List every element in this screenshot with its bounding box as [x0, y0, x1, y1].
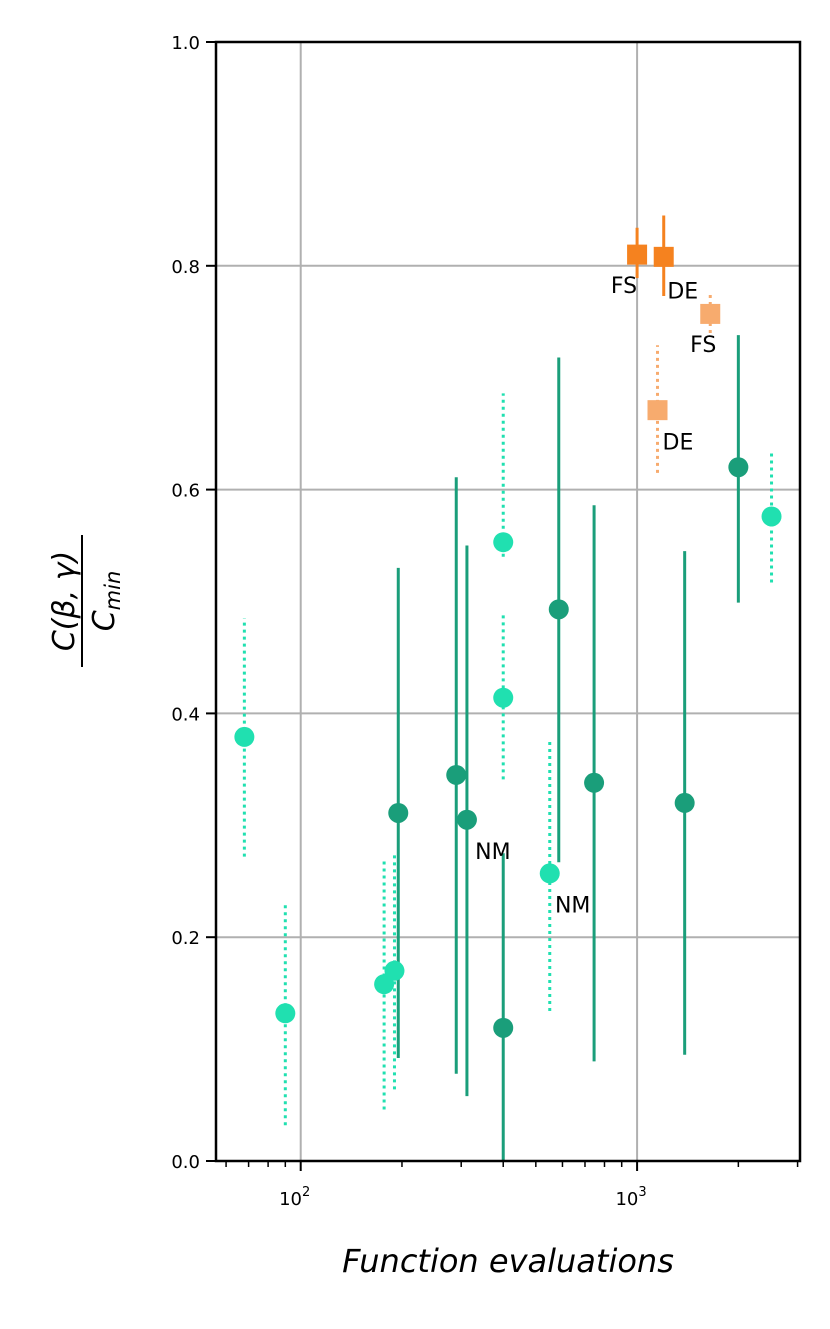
x-tick-label: 102: [279, 1185, 310, 1210]
annotation-label: DE: [667, 279, 698, 304]
data-point: [493, 532, 514, 553]
annotation-label: DE: [663, 430, 694, 455]
data-point: [761, 506, 782, 527]
x-tick-label-exponent: 3: [638, 1185, 646, 1200]
data-point: [275, 1003, 296, 1024]
y-tick-label: 0.4: [171, 704, 200, 725]
x-tick-label: 103: [615, 1185, 646, 1210]
x-tick-label-base: 10: [615, 1189, 638, 1210]
data-point: [647, 400, 668, 421]
annotation-label: FS: [690, 333, 716, 358]
data-point: [674, 792, 695, 813]
annotation-label: FS: [611, 274, 637, 299]
data-point: [548, 599, 569, 620]
annotation-label: NM: [555, 894, 590, 919]
annotation-layer: FS DE FS DE NM NM: [475, 274, 716, 919]
data-point: [446, 764, 467, 785]
data-point: [539, 863, 560, 884]
plot-frame: [214, 40, 802, 1163]
y-axis-label-denominator-sub: min: [101, 571, 125, 611]
data-point: [584, 772, 605, 793]
grid-layer: [216, 42, 800, 1161]
x-axis-label: Function evaluations: [342, 1242, 674, 1280]
data-point: [728, 457, 749, 478]
y-axis-label: C(β, γ) Cmin: [47, 535, 125, 667]
data-layer: [234, 215, 782, 1161]
data-point: [388, 802, 409, 823]
x-tick-label-base: 10: [279, 1189, 302, 1210]
data-point: [627, 244, 648, 265]
data-point: [493, 1017, 514, 1038]
y-tick-label: 0.6: [171, 481, 200, 502]
y-axis-label-denominator: Cmin: [87, 571, 125, 632]
data-point: [700, 303, 721, 324]
data-point: [493, 687, 514, 708]
y-axis-label-numerator: C(β, γ): [47, 551, 82, 651]
data-point: [384, 960, 405, 981]
y-tick-label: 0.8: [171, 257, 200, 278]
y-axis-label-denominator-main: C: [87, 610, 122, 631]
x-tick-label-exponent: 2: [302, 1185, 310, 1200]
y-tick-label: 1.0: [171, 33, 200, 54]
y-tick-label: 0.0: [171, 1152, 200, 1173]
data-point: [456, 809, 477, 830]
annotation-label: NM: [475, 840, 510, 865]
data-point: [234, 726, 255, 747]
data-point: [653, 246, 674, 267]
y-tick-label: 0.2: [171, 928, 200, 949]
